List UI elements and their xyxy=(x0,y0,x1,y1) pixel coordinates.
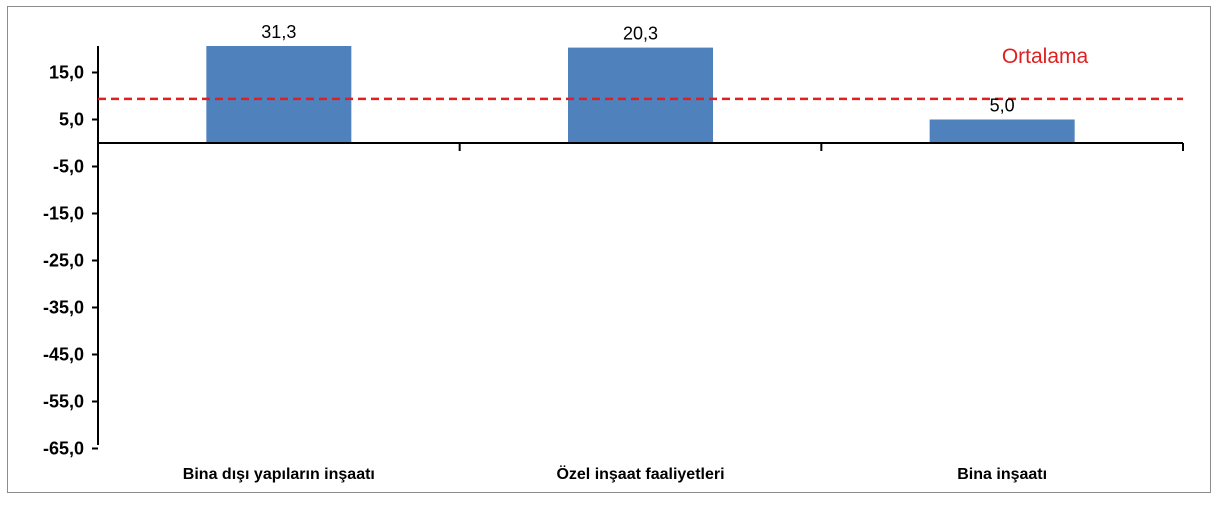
bar xyxy=(929,119,1075,143)
x-category-label: Özel inşaat faaliyetleri xyxy=(556,464,724,483)
y-tick-label: 5,0 xyxy=(59,110,84,130)
y-tick-label: -45,0 xyxy=(43,345,84,365)
y-tick-label: -15,0 xyxy=(43,204,84,224)
x-category-label: Bina inşaatı xyxy=(957,466,1047,483)
bar xyxy=(568,47,713,144)
bar xyxy=(206,46,352,143)
y-tick-label: -65,0 xyxy=(43,439,84,459)
bar-value-label: 31,3 xyxy=(261,22,296,42)
y-tick-label: 15,0 xyxy=(49,63,84,83)
bar-value-label: 20,3 xyxy=(623,24,658,44)
y-tick-label: -5,0 xyxy=(53,157,84,177)
x-category-label: Bina dışı yapıların inşaatı xyxy=(183,466,375,483)
y-tick-label: -35,0 xyxy=(43,298,84,318)
y-tick-label: -55,0 xyxy=(43,392,84,412)
y-tick-label: -25,0 xyxy=(43,251,84,271)
bar-value-label: 5,0 xyxy=(990,96,1015,116)
average-line-label: Ortalama xyxy=(1002,45,1089,68)
